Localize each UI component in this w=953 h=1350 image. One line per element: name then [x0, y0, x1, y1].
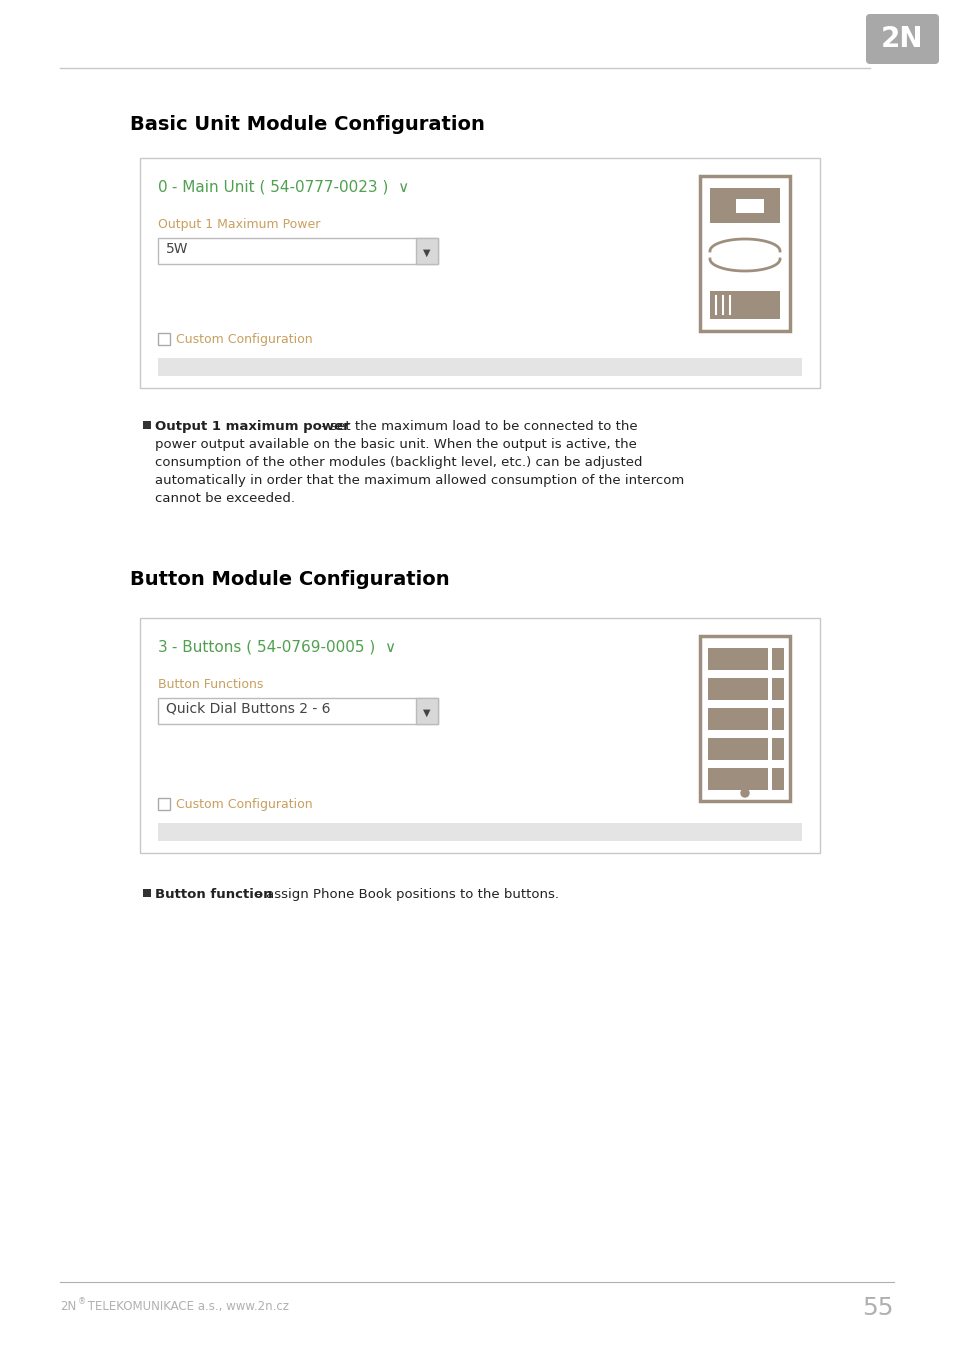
- Text: Custom Configuration: Custom Configuration: [175, 333, 313, 346]
- Text: Basic Unit Module Configuration: Basic Unit Module Configuration: [130, 115, 484, 134]
- Text: 2N: 2N: [60, 1300, 76, 1314]
- Text: Quick Dial Buttons 2 - 6: Quick Dial Buttons 2 - 6: [166, 702, 330, 716]
- Text: Output 1 maximum power: Output 1 maximum power: [154, 420, 350, 433]
- Text: Button function: Button function: [154, 888, 273, 900]
- Bar: [158, 698, 437, 724]
- Bar: [707, 738, 767, 760]
- Bar: [143, 421, 151, 429]
- Bar: [140, 158, 820, 387]
- Bar: [771, 768, 783, 790]
- Bar: [771, 707, 783, 730]
- Text: - Main Unit ( 54-0777-0023 )  ∨: - Main Unit ( 54-0777-0023 ) ∨: [167, 180, 409, 194]
- Bar: [707, 648, 767, 670]
- Bar: [700, 176, 789, 331]
- Bar: [707, 678, 767, 701]
- Text: Button Module Configuration: Button Module Configuration: [130, 570, 449, 589]
- Bar: [416, 698, 437, 724]
- Bar: [158, 333, 170, 346]
- Circle shape: [740, 788, 748, 796]
- Text: ▼: ▼: [423, 248, 431, 258]
- Bar: [707, 768, 767, 790]
- Bar: [158, 358, 801, 377]
- Bar: [735, 198, 763, 212]
- Text: – assign Phone Book positions to the buttons.: – assign Phone Book positions to the but…: [251, 888, 558, 900]
- Text: 5W: 5W: [166, 242, 189, 256]
- Text: power output available on the basic unit. When the output is active, the: power output available on the basic unit…: [154, 437, 637, 451]
- Text: - Buttons ( 54-0769-0005 )  ∨: - Buttons ( 54-0769-0005 ) ∨: [167, 640, 395, 655]
- Text: automatically in order that the maximum allowed consumption of the intercom: automatically in order that the maximum …: [154, 474, 683, 487]
- Bar: [709, 292, 780, 319]
- Bar: [158, 824, 801, 841]
- Text: Button Functions: Button Functions: [158, 678, 263, 691]
- Text: 55: 55: [862, 1296, 893, 1320]
- Text: ▼: ▼: [423, 707, 431, 718]
- Bar: [700, 636, 789, 801]
- FancyBboxPatch shape: [865, 14, 938, 63]
- Text: consumption of the other modules (backlight level, etc.) can be adjusted: consumption of the other modules (backli…: [154, 456, 641, 468]
- Bar: [709, 188, 780, 223]
- Text: ®: ®: [78, 1297, 86, 1305]
- Text: Output 1 Maximum Power: Output 1 Maximum Power: [158, 217, 320, 231]
- Text: 2N: 2N: [881, 26, 923, 53]
- Bar: [771, 648, 783, 670]
- Text: 3: 3: [158, 640, 168, 655]
- Text: - set the maximum load to be connected to the: - set the maximum load to be connected t…: [316, 420, 637, 433]
- Bar: [707, 707, 767, 730]
- Text: 0: 0: [158, 180, 168, 194]
- Bar: [771, 738, 783, 760]
- Bar: [416, 238, 437, 265]
- Text: cannot be exceeded.: cannot be exceeded.: [154, 491, 294, 505]
- Bar: [158, 798, 170, 810]
- Text: TELEKOMUNIKACE a.s., www.2n.cz: TELEKOMUNIKACE a.s., www.2n.cz: [84, 1300, 289, 1314]
- Bar: [143, 890, 151, 896]
- Bar: [771, 678, 783, 701]
- Bar: [140, 618, 820, 853]
- Text: Custom Configuration: Custom Configuration: [175, 798, 313, 811]
- Bar: [158, 238, 437, 265]
